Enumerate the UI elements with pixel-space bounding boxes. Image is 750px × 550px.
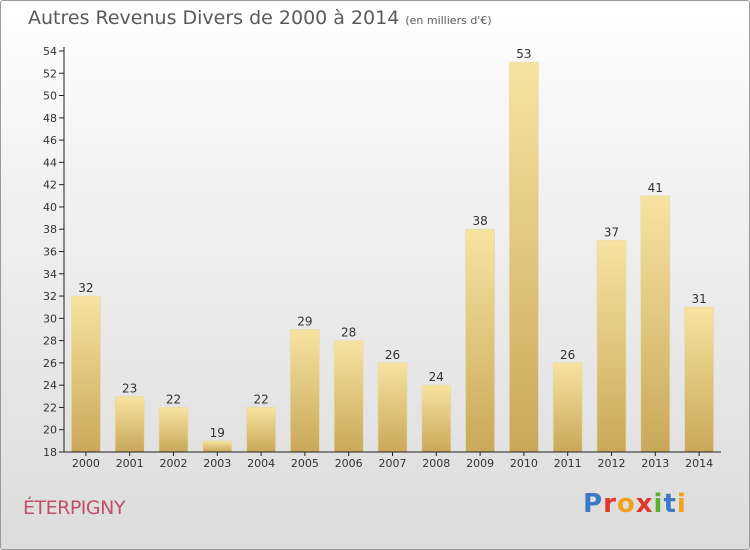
- x-tick-label-2014: 2014: [685, 457, 713, 470]
- y-tick-label-36: 36: [43, 246, 57, 259]
- value-label-2008: 24: [429, 370, 444, 384]
- bar-2000: [71, 295, 101, 453]
- value-label-2004: 22: [253, 392, 268, 406]
- logo-letter: x: [635, 489, 654, 519]
- value-label-2002: 22: [166, 392, 181, 406]
- bar-2004: [246, 407, 276, 453]
- value-label-2006: 28: [341, 326, 356, 340]
- value-label-2012: 37: [604, 225, 619, 239]
- bar-2013: [640, 195, 671, 453]
- y-tick-label-48: 48: [43, 112, 57, 125]
- value-label-2007: 26: [385, 348, 400, 362]
- y-tick-label-54: 54: [43, 45, 57, 58]
- bar-2006: [333, 340, 364, 453]
- x-tick-label-2012: 2012: [598, 457, 626, 470]
- value-label-2013: 41: [648, 181, 663, 195]
- x-tick-label-2011: 2011: [554, 457, 582, 470]
- bar-2014: [684, 306, 714, 453]
- x-tick-label-2001: 2001: [116, 457, 144, 470]
- y-tick-label-46: 46: [43, 134, 57, 147]
- bar-2009: [465, 228, 495, 453]
- y-tick-label-52: 52: [43, 67, 57, 80]
- bar-2005: [290, 329, 320, 453]
- x-tick-label-2009: 2009: [466, 457, 494, 470]
- chart-title: Autres Revenus Divers de 2000 à 2014 (en …: [28, 7, 492, 29]
- x-tick-label-2010: 2010: [510, 457, 538, 470]
- value-label-2010: 53: [516, 47, 531, 61]
- y-tick-label-26: 26: [43, 357, 57, 370]
- x-tick-label-2005: 2005: [291, 457, 319, 470]
- y-tick-label-34: 34: [43, 268, 57, 281]
- logo-letter: r: [603, 489, 617, 519]
- value-label-2000: 32: [78, 281, 93, 295]
- y-tick-label-44: 44: [43, 156, 57, 169]
- x-tick-label-2004: 2004: [247, 457, 275, 470]
- x-tick-label-2003: 2003: [203, 457, 231, 470]
- y-tick-label-22: 22: [43, 401, 57, 414]
- logo-letter: o: [616, 489, 636, 519]
- logo-letter: P: [583, 489, 604, 519]
- y-tick-label-38: 38: [43, 223, 57, 236]
- y-tick-label-42: 42: [43, 179, 57, 192]
- bar-2003: [202, 440, 233, 453]
- bar-2007: [377, 362, 408, 453]
- commune-name: ÉTERPIGNY: [23, 497, 125, 519]
- y-tick-label-28: 28: [43, 335, 57, 348]
- value-label-2014: 31: [691, 292, 706, 306]
- bar-2001: [114, 396, 145, 453]
- x-tick-label-2000: 2000: [72, 457, 100, 470]
- chart-title-main: Autres Revenus Divers de 2000 à 2014: [28, 7, 400, 29]
- y-tick-label-18: 18: [43, 446, 57, 459]
- bars: 32 23 22 19 22 29 28 26 24 38 53 26 37 41 31: [71, 47, 714, 453]
- y-tick-label-20: 20: [43, 424, 57, 437]
- value-label-2005: 29: [297, 314, 312, 328]
- y-axis: 18 20 22 24 26 28 30 32 34 36 38 40 42 44 46 48 50 52 54: [43, 45, 65, 459]
- proxiti-logo: Proxiti: [583, 489, 687, 519]
- value-label-2003: 19: [210, 426, 225, 440]
- logo-letter: i: [676, 489, 687, 519]
- x-tick-label-2008: 2008: [422, 457, 450, 470]
- value-label-2011: 26: [560, 348, 575, 362]
- bar-2008: [421, 384, 452, 453]
- x-tick-label-2002: 2002: [160, 457, 188, 470]
- value-label-2001: 23: [122, 381, 137, 395]
- chart-subtitle: (en milliers d'€): [405, 14, 492, 27]
- logo-letter: i: [653, 489, 664, 519]
- y-tick-label-32: 32: [43, 290, 57, 303]
- bar-2011: [552, 362, 583, 453]
- y-tick-label-30: 30: [43, 312, 57, 325]
- bar-2002: [158, 407, 189, 453]
- bar-2012: [596, 240, 627, 453]
- y-tick-label-50: 50: [43, 90, 57, 103]
- x-tick-label-2006: 2006: [335, 457, 363, 470]
- x-tick-label-2007: 2007: [379, 457, 407, 470]
- value-label-2009: 38: [472, 214, 487, 228]
- x-tick-label-2013: 2013: [641, 457, 669, 470]
- logo-letter: t: [663, 489, 677, 519]
- y-tick-label-24: 24: [43, 379, 57, 392]
- bar-2010: [509, 61, 539, 453]
- x-axis: 2000 2001 2002 2003 2004 2005 2006 2007 2008 2009…: [64, 451, 721, 470]
- y-tick-label-40: 40: [43, 201, 57, 214]
